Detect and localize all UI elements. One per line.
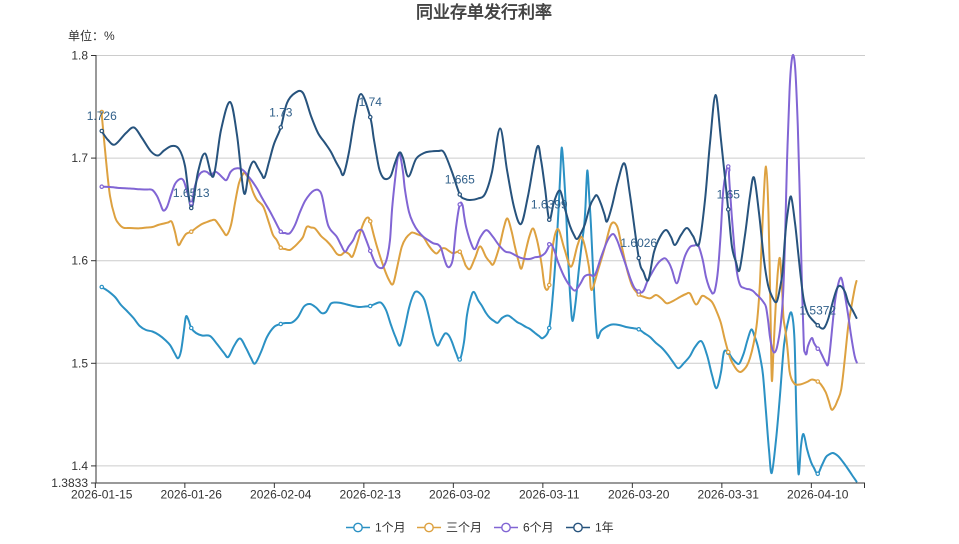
svg-text:6个月: 6个月 xyxy=(523,521,554,535)
svg-text:2026-02-04: 2026-02-04 xyxy=(250,488,312,502)
svg-text:1.7: 1.7 xyxy=(71,151,88,165)
svg-text:1个月: 1个月 xyxy=(375,521,406,535)
svg-text:2026-01-26: 2026-01-26 xyxy=(161,488,223,502)
svg-text:1.6: 1.6 xyxy=(71,254,88,268)
svg-text:2026-03-02: 2026-03-02 xyxy=(429,488,491,502)
svg-text:1.65: 1.65 xyxy=(717,187,741,201)
svg-text:2026-03-11: 2026-03-11 xyxy=(519,488,580,502)
svg-text:1.5372: 1.5372 xyxy=(799,303,836,317)
svg-text:1.726: 1.726 xyxy=(87,109,117,123)
svg-text:1.8: 1.8 xyxy=(71,49,88,63)
svg-text:2026-04-10: 2026-04-10 xyxy=(787,488,849,502)
svg-text:1.4: 1.4 xyxy=(71,459,88,473)
svg-text:2026-03-31: 2026-03-31 xyxy=(698,488,760,502)
svg-text:1.73: 1.73 xyxy=(269,105,293,119)
svg-text:1.74: 1.74 xyxy=(359,95,383,109)
svg-text:1.6513: 1.6513 xyxy=(173,186,210,200)
svg-text:1.5: 1.5 xyxy=(71,356,88,370)
svg-text:单位：%: 单位：% xyxy=(68,28,115,43)
svg-text:同业存单发行利率: 同业存单发行利率 xyxy=(416,2,552,22)
svg-text:1.6026: 1.6026 xyxy=(620,236,657,250)
svg-text:2026-02-13: 2026-02-13 xyxy=(340,488,402,502)
svg-text:2026-01-15: 2026-01-15 xyxy=(71,488,133,502)
svg-text:1.6399: 1.6399 xyxy=(531,198,568,212)
svg-text:1年: 1年 xyxy=(595,521,614,535)
svg-text:2026-03-20: 2026-03-20 xyxy=(608,488,670,502)
svg-text:1.3833: 1.3833 xyxy=(51,476,88,490)
svg-text:三个月: 三个月 xyxy=(446,521,482,535)
svg-text:1.665: 1.665 xyxy=(445,173,475,187)
